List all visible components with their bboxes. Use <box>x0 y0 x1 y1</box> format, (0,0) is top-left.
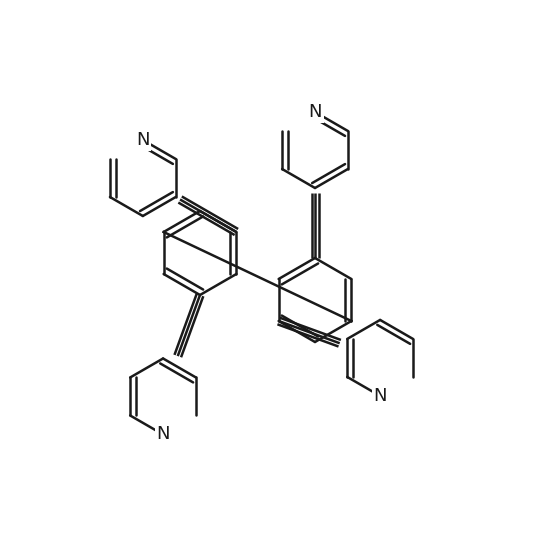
Text: N: N <box>136 131 150 149</box>
Text: N: N <box>308 103 322 121</box>
Text: N: N <box>157 426 170 444</box>
Text: N: N <box>374 387 387 405</box>
